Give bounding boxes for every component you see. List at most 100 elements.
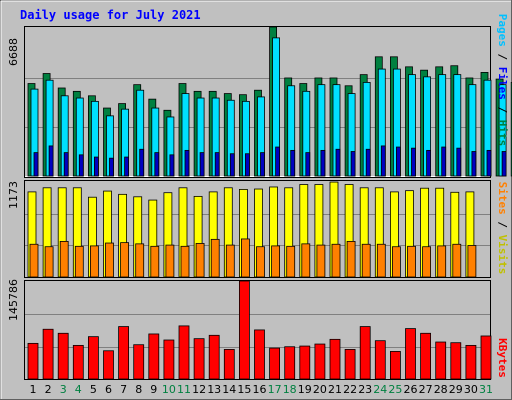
middle-legend: Sites / Visits [496,182,509,275]
pages-bar [244,153,250,177]
pages-bar [139,148,145,177]
sites-bar [180,245,190,278]
day-label: 14 [222,383,236,396]
sites-bar [256,246,265,278]
day-label: 21 [328,383,342,396]
sites-bar [135,243,145,278]
pages-bar [124,156,129,177]
chart-title: Daily usage for July 2021 [20,8,201,22]
kbytes-bar [72,344,84,380]
day-label: 19 [298,383,312,396]
sites-bar [240,238,250,278]
day-label: 12 [192,383,206,396]
day-label: 16 [253,383,267,396]
sites-bar [59,240,69,278]
sites-bar [195,243,205,278]
kbytes-bar [389,351,401,380]
pages-bar [456,147,462,177]
kbytes-bar [329,338,341,380]
pages-bar [290,149,296,177]
sites-bar [346,240,356,278]
pages-bar [335,148,341,177]
day-label: 5 [90,383,97,396]
day-label: 4 [75,383,82,396]
pages-bar [260,152,265,177]
kbytes-bar [299,345,311,380]
sites-bar [437,245,447,278]
legend-mid-text: Sites / Visits [496,182,509,275]
pages-bar [109,157,114,177]
middle-ymax-label: 1173 [7,181,20,209]
sites-bar [286,245,296,278]
sites-bar [74,245,84,278]
kbytes-bar [178,325,190,380]
kbytes-bar [238,280,250,380]
day-label: 20 [313,383,327,396]
sites-bar [452,243,462,278]
sites-bar [105,242,114,278]
kbytes-bar [27,342,39,380]
kbytes-bar [163,339,175,380]
legend-pages: Pages [496,14,509,47]
legend-files: Files [496,67,509,100]
day-label: 28 [434,383,448,396]
kbytes-bar [269,347,281,380]
sites-bar [90,245,99,278]
pages-bar [48,145,54,177]
pages-bar [214,152,220,177]
kbytes-bar [284,346,296,380]
kbytes-bar [374,340,386,380]
kbytes-bar [133,344,145,380]
sites-bar [361,243,371,278]
day-label: 23 [358,383,372,396]
day-label: 1 [30,383,37,396]
day-label: 7 [120,383,127,396]
day-label: 24 [373,383,387,396]
legend-kbytes: KBytes [496,338,509,378]
legend-sites: Sites [496,182,509,215]
pages-bar [426,149,432,177]
legend-separator: / [496,100,509,120]
pages-bar [229,153,235,177]
sites-bar [120,242,129,278]
kbytes-bar [465,344,477,380]
kbytes-bar [208,334,220,380]
sites-bar [271,245,281,278]
pages-bar [365,148,371,177]
day-label: 29 [449,383,463,396]
day-label: 26 [404,383,418,396]
day-label: 18 [283,383,297,396]
day-label: 2 [45,383,52,396]
sites-bar [316,244,326,278]
sites-bar [391,246,401,278]
day-label: 13 [207,383,221,396]
kbytes-bar [359,326,371,380]
day-label: 22 [343,383,357,396]
x-axis-day-labels: 1 2 3 4 5 6 7 8 9 10 11 12 13 14 15 16 17 18 19 20 21 22 23 24 2… [30,383,494,396]
sites-bar [165,244,175,278]
day-label: 27 [419,383,433,396]
pages-bar [471,151,477,177]
sites-bar [331,243,341,278]
kbytes-bar [223,349,235,380]
pages-bar [154,152,160,177]
sites-bar [29,243,39,278]
pages-bar [199,152,205,177]
sites-bar [225,244,235,278]
day-label: 9 [150,383,157,396]
kbytes-bar [42,328,54,380]
sites-bar [301,243,311,278]
kbytes-bar [480,335,492,380]
pages-bar [320,149,326,177]
kbytes-bar [254,329,265,380]
legend-bot-text: KBytes [496,338,509,378]
sites-bar [210,238,220,278]
day-label: 30 [464,383,478,396]
bottom-legend: KBytes [496,338,509,378]
top-ymax-label: 6688 [7,38,20,66]
sites-bar [422,246,432,278]
legend-hits: Hits [496,120,509,147]
kbytes-bar [103,350,114,380]
pages-bar [411,147,416,177]
